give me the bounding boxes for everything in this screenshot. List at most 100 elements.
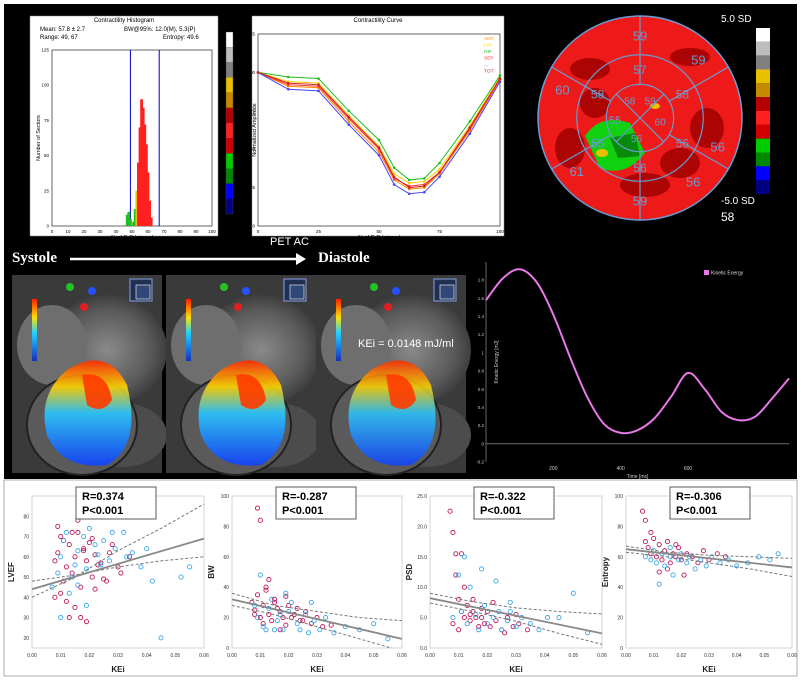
systole-diastole-arrow-head: [296, 253, 306, 265]
curve-series-point: [407, 181, 411, 185]
scatter-point: [283, 590, 289, 596]
scatter-point: [385, 636, 391, 642]
scatter-x-tick: 0.03: [312, 653, 322, 659]
histogram-x-label: % of R-R Interval: [111, 235, 153, 241]
scatter-point: [263, 587, 269, 593]
polar-outer-value: 59: [633, 194, 647, 209]
scatter-point: [83, 558, 90, 564]
curve-series-point: [438, 175, 441, 179]
mri-marker-red: [384, 303, 392, 311]
polar-colorbar-cell: [756, 55, 770, 70]
scatter-point: [294, 621, 300, 627]
scatter-point: [544, 615, 551, 621]
scatter-point: [524, 627, 531, 633]
scatter-point: [461, 584, 467, 590]
scatter-y-tick: 60: [223, 555, 229, 561]
scatter-point: [458, 551, 465, 557]
scatter-point: [271, 596, 278, 602]
polar-middle-value: 57: [633, 63, 647, 77]
mri-flow-cloud: [198, 360, 286, 466]
scatter-x-tick: 0.02: [284, 653, 294, 659]
scatter-point: [178, 574, 184, 580]
scatter-point: [484, 621, 490, 627]
scatter-plot-body: [430, 508, 602, 645]
scatter-point: [490, 599, 496, 605]
scatter-point: [58, 554, 64, 560]
scatter-point: [263, 584, 269, 590]
scatter-y-label: LVEF: [7, 562, 16, 582]
mri-color-scale: [336, 299, 341, 361]
scatter-point: [66, 615, 72, 621]
curve-series-point: [347, 120, 351, 123]
histogram-y-tick: 25: [44, 188, 50, 193]
polar-outer-value: 61: [569, 164, 583, 179]
curve-series-point: [468, 126, 472, 129]
scatter-point: [501, 630, 508, 636]
curve-series-point: [438, 161, 441, 165]
scatter-point: [464, 621, 470, 627]
scatter-point: [450, 529, 456, 536]
curve-series-point: [377, 154, 381, 157]
scatter-point: [121, 529, 127, 536]
scatter-point: [473, 615, 479, 621]
scatter-point: [504, 615, 510, 621]
scatter-point: [513, 624, 519, 630]
scatter-point: [493, 618, 499, 624]
scatter-point: [676, 545, 682, 551]
polar-patch: [555, 128, 585, 168]
polar-colorbar-cell: [756, 69, 770, 84]
histogram-colorbar-cell: [226, 92, 233, 108]
scatter-point: [86, 540, 92, 546]
scatter-x-tick: 0.01: [255, 653, 265, 659]
polar-colorbar-cell: [756, 83, 770, 98]
polar-colorbar-cell: [756, 152, 770, 167]
scatter-point: [461, 615, 467, 621]
scatter-point: [467, 612, 473, 618]
polar-colorbar-cell: [756, 166, 770, 181]
scatter-point: [109, 542, 115, 548]
scatter-x-tick: 0.00: [425, 653, 435, 659]
scatter-point: [681, 572, 687, 578]
scatter-point: [487, 624, 493, 630]
scatter-x-tick: 0.03: [511, 653, 521, 659]
curve-series-point: [498, 74, 502, 77]
scatter-point: [667, 560, 673, 566]
ke-y-tick: 1: [481, 350, 484, 355]
polar-inner-spoke: [639, 117, 665, 143]
scatter-point: [83, 602, 90, 608]
scatter-point: [507, 608, 513, 615]
scatter-point: [656, 542, 662, 548]
scatter-annotation-p: P<0.001: [282, 505, 323, 517]
scatter-point: [252, 612, 258, 618]
polar-outer-value: 56: [686, 174, 700, 189]
curve-x-tick: 50: [376, 229, 382, 234]
polar-outer-value: 56: [710, 139, 724, 154]
scatter-point: [662, 563, 668, 569]
histogram-stat-bw: BW@95%: 12.0(M), 5.3(P): [124, 27, 196, 33]
ke-y-tick: 0.2: [478, 423, 485, 428]
scatter-point: [648, 557, 654, 563]
scatter-y-tick: 70: [23, 535, 29, 541]
curve-series-point: [468, 132, 472, 136]
scatter-point: [72, 562, 78, 568]
scatter-point: [667, 545, 673, 551]
scatter-point: [556, 615, 562, 621]
scatter-point: [72, 554, 78, 560]
histogram-colorbar-cell: [226, 107, 233, 123]
scatter-y-label: PSD: [405, 564, 414, 581]
scatter-y-tick: 80: [617, 524, 623, 530]
polar-defect-core: [610, 133, 640, 158]
polar-middle-value: 58: [591, 88, 605, 102]
curve-title: Contractility Curve: [353, 18, 403, 24]
polar-outer-value: 60: [555, 83, 569, 98]
mri-marker-red: [234, 303, 242, 311]
histogram-colorbar-cell: [226, 62, 233, 78]
scatter-point: [286, 602, 292, 608]
scatter-point: [66, 542, 72, 548]
scatter-point: [476, 624, 482, 630]
mri-flow-cloud: [348, 360, 436, 466]
ke-x-tick: 600: [684, 466, 693, 472]
scatter-point: [269, 618, 275, 624]
scatter-y-tick: 80: [223, 524, 229, 530]
